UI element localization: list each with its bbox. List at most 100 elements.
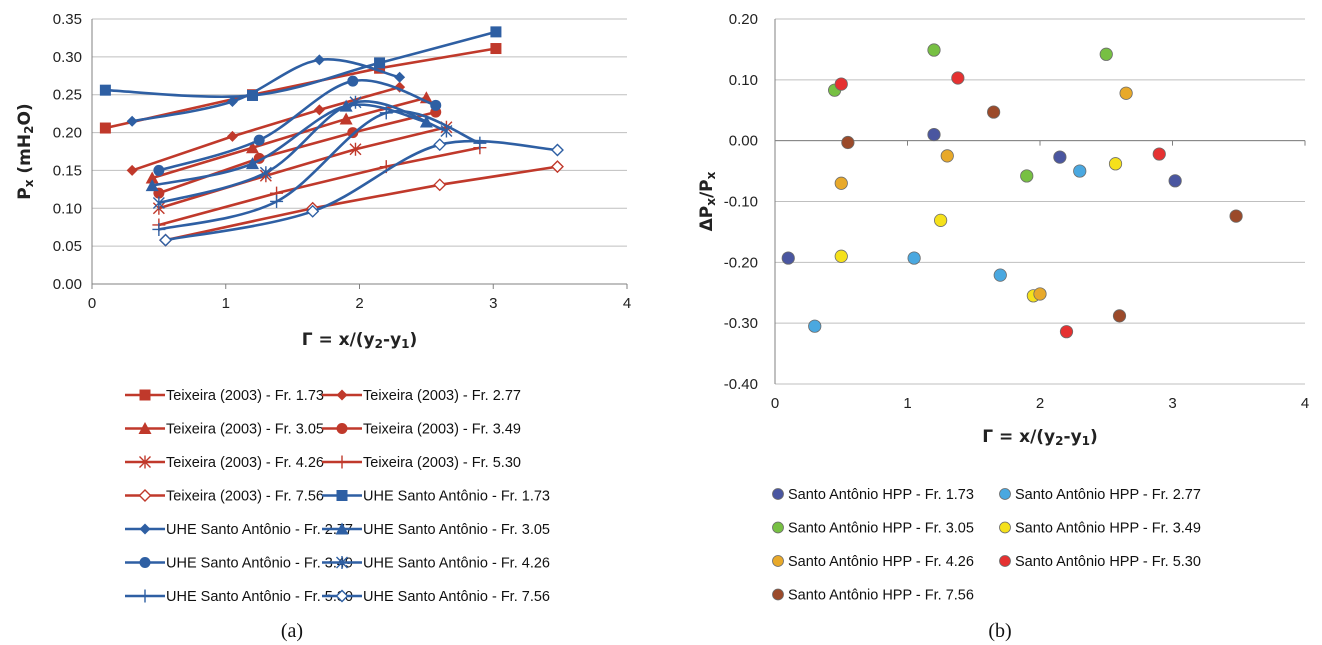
- series-line: [151, 103, 427, 187]
- y-tick-label: 0.30: [53, 49, 82, 66]
- series-line: [165, 165, 558, 242]
- data-point: [1119, 86, 1133, 100]
- data-point: [1020, 169, 1034, 183]
- x-tick-label: 2: [355, 295, 363, 312]
- legend-marker: [772, 588, 784, 601]
- data-point: [1168, 174, 1182, 188]
- legend-marker: [138, 489, 152, 502]
- data-point: [907, 251, 921, 265]
- data-point-marker: [152, 222, 166, 236]
- legend-marker: [772, 521, 784, 534]
- data-point: [927, 43, 941, 57]
- y-axis-title: ΔPx/Px: [697, 171, 718, 231]
- data-point-marker: [259, 166, 272, 180]
- series-line: [158, 146, 481, 227]
- legend-marker: [336, 389, 348, 401]
- data-point-marker: [152, 196, 165, 210]
- x-axis-title: Γ = x/(y2-y1): [302, 330, 418, 351]
- data-point: [1059, 325, 1074, 339]
- x-tick-label: 0: [771, 395, 779, 412]
- y-tick-label: -0.10: [724, 194, 758, 211]
- legend-label: Santo Antônio HPP - Fr. 2.77: [1015, 487, 1201, 503]
- data-point-marker: [313, 104, 325, 116]
- y-tick-label: 0.35: [53, 11, 82, 28]
- legend-marker: [138, 589, 152, 603]
- data-point: [834, 249, 848, 263]
- series-line: [158, 109, 481, 231]
- legend-label: Teixeira (2003) - Fr. 4.26: [166, 455, 324, 471]
- data-point: [1033, 287, 1047, 301]
- legend-label: Teixeira (2003) - Fr. 1.73: [166, 388, 324, 404]
- data-point: [1152, 147, 1166, 161]
- legend-marker: [139, 523, 151, 535]
- panel-b-scatter-chart: -0.40 -0.30 -0.20 -0.10 0.00 0.10 0.20 0 1 2 3 4 Γ =…: [697, 11, 1309, 642]
- data-point-marker: [246, 141, 259, 154]
- x-axis-title: Γ = x/(y2-y1): [982, 427, 1098, 448]
- series-line: [165, 139, 558, 242]
- legend-marker: [139, 389, 151, 401]
- data-point-marker: [246, 157, 259, 170]
- x-tick-label: 1: [903, 395, 911, 412]
- legend-label: Santo Antônio HPP - Fr. 3.05: [788, 521, 974, 537]
- data-point: [987, 105, 1001, 119]
- legend-label: UHE Santo Antônio - Fr. 1.73: [363, 489, 550, 505]
- data-point-marker: [349, 95, 362, 109]
- legend-label: Teixeira (2003) - Fr. 3.49: [363, 422, 521, 438]
- data-point: [841, 135, 855, 150]
- data-point-marker: [126, 115, 138, 127]
- legend-marker: [999, 488, 1011, 500]
- legend-label: Santo Antônio HPP - Fr. 3.49: [1015, 521, 1201, 537]
- data-point-marker: [270, 194, 284, 208]
- data-point-marker: [490, 26, 502, 38]
- legend-marker: [772, 555, 784, 567]
- data-point-marker: [226, 130, 238, 142]
- data-point: [808, 319, 822, 333]
- data-point-marker: [550, 143, 564, 157]
- data-point: [927, 127, 941, 142]
- data-point-marker: [473, 136, 487, 150]
- legend-label: UHE Santo Antônio - Fr. 7.56: [363, 589, 550, 605]
- legend-label: Teixeira (2003) - Fr. 3.05: [166, 422, 324, 438]
- legend-marker: [335, 589, 349, 603]
- data-point-marker: [313, 54, 325, 66]
- data-point-marker: [433, 138, 447, 152]
- data-point-marker: [394, 71, 406, 83]
- series-line: [158, 78, 437, 172]
- data-point-marker: [430, 99, 442, 111]
- data-point-marker: [349, 142, 362, 156]
- legend-label: Santo Antônio HPP - Fr. 5.30: [1015, 554, 1201, 570]
- legend-marker: [336, 490, 348, 501]
- legend-label: Teixeira (2003) - Fr. 2.77: [363, 388, 521, 404]
- legend-label: Teixeira (2003) - Fr. 7.56: [166, 489, 324, 505]
- data-point-marker: [145, 179, 159, 192]
- legend-marker: [335, 522, 349, 535]
- data-point-marker: [490, 43, 502, 55]
- data-point-marker: [226, 96, 238, 108]
- legend-label: Teixeira (2003) - Fr. 5.30: [363, 455, 521, 471]
- data-point-marker: [339, 112, 353, 125]
- y-tick-label: -0.20: [724, 254, 758, 271]
- data-point-marker: [306, 204, 320, 218]
- y-tick-label: 0.10: [729, 72, 758, 89]
- legend-marker: [138, 422, 152, 434]
- y-tick-label: -0.30: [724, 315, 758, 332]
- data-point-marker: [99, 122, 111, 134]
- data-point: [1108, 157, 1123, 171]
- data-point: [1099, 47, 1113, 61]
- data-point-marker: [433, 178, 447, 192]
- legend-marker: [139, 557, 151, 568]
- data-point-marker: [99, 84, 111, 96]
- y-tick-label: 0.15: [53, 162, 82, 179]
- data-point-marker: [374, 57, 386, 69]
- y-tick-label: -0.40: [724, 376, 758, 393]
- legend-marker: [999, 555, 1011, 567]
- x-tick-label: 4: [623, 295, 631, 312]
- y-tick-label: 0.05: [53, 238, 82, 255]
- x-tick-label: 4: [1301, 395, 1309, 412]
- series-line: [131, 58, 400, 123]
- data-point: [834, 77, 848, 91]
- data-point-marker: [379, 106, 393, 120]
- data-point: [940, 149, 954, 163]
- panel-a-line-chart: 0.00 0.05 0.10 0.15 0.20 0.25 0.30 0.35 0 1 2 3 4 Γ =…: [15, 11, 631, 642]
